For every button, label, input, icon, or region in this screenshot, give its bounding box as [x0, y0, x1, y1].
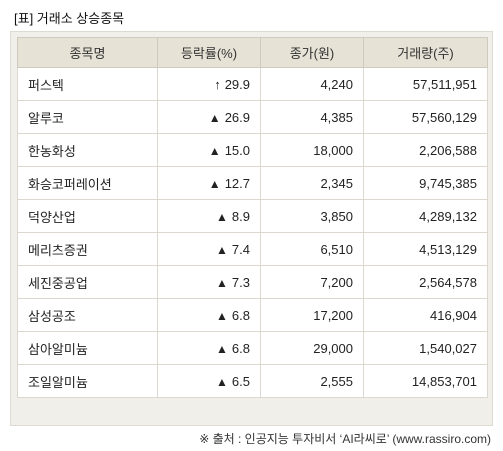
- table-row: 메리츠증권 ▲ 7.4 6,510 4,513,129: [17, 232, 488, 266]
- close-price: 29,000: [260, 331, 364, 365]
- close-price: 7,200: [260, 265, 364, 299]
- source-note: ※ 출처 : 인공지능 투자비서 ‘AI라씨로’ (www.rassiro.co…: [199, 432, 491, 446]
- change-rate-value: 6.8: [231, 307, 250, 323]
- column-header-change: 등락률(%): [157, 37, 261, 68]
- change-rate-cell: ▲ 6.8: [157, 298, 261, 332]
- table-body: 퍼스텍 ↑ 29.9 4,240 57,511,951 알루코 ▲ 26.9 4,385 57,5…: [17, 67, 488, 398]
- column-header-volume: 거래량(주): [363, 37, 488, 68]
- table-row: 퍼스텍 ↑ 29.9 4,240 57,511,951: [17, 67, 488, 101]
- stock-name: 메리츠증권: [17, 232, 158, 266]
- trade-volume: 57,511,951: [363, 67, 488, 101]
- change-rate-value: 7.4: [231, 241, 250, 257]
- up-triangle-icon: ▲: [216, 275, 228, 290]
- close-price: 4,240: [260, 67, 364, 101]
- up-triangle-icon: ▲: [216, 374, 228, 389]
- stock-name: 조일알미늄: [17, 364, 158, 398]
- upper-limit-arrow-icon: ↑: [214, 76, 221, 92]
- change-rate-value: 26.9: [224, 109, 250, 125]
- rising-stocks-table: 종목명 등락률(%) 종가(원) 거래량(주) 퍼스텍 ↑ 29.9 4,240 57,…: [17, 37, 488, 398]
- stock-name: 덕양산업: [17, 199, 158, 233]
- stock-name: 알루코: [17, 100, 158, 134]
- trade-volume: 416,904: [363, 298, 488, 332]
- up-triangle-icon: ▲: [208, 176, 221, 191]
- trade-volume: 9,745,385: [363, 166, 488, 200]
- table-title: [표] 거래소 상승종목: [14, 11, 125, 26]
- column-header-name: 종목명: [17, 37, 158, 68]
- close-price: 6,510: [260, 232, 364, 266]
- up-triangle-icon: ▲: [216, 308, 228, 323]
- change-rate-value: 7.3: [231, 274, 250, 290]
- change-rate-cell: ▲ 12.7: [157, 166, 261, 200]
- change-rate-cell: ▲ 8.9: [157, 199, 261, 233]
- trade-volume: 14,853,701: [363, 364, 488, 398]
- change-rate-value: 6.8: [231, 340, 250, 356]
- change-rate-value: 12.7: [224, 175, 250, 191]
- change-rate-value: 29.9: [224, 76, 250, 92]
- change-rate-value: 15.0: [224, 142, 250, 158]
- close-price: 2,345: [260, 166, 364, 200]
- up-triangle-icon: ▲: [208, 110, 221, 125]
- trade-volume: 2,564,578: [363, 265, 488, 299]
- close-price: 2,555: [260, 364, 364, 398]
- change-rate-value: 8.9: [231, 208, 250, 224]
- change-rate-cell: ▲ 7.4: [157, 232, 261, 266]
- change-rate-cell: ▲ 15.0: [157, 133, 261, 167]
- table-row: 한농화성 ▲ 15.0 18,000 2,206,588: [17, 133, 488, 167]
- table-row: 세진중공업 ▲ 7.3 7,200 2,564,578: [17, 265, 488, 299]
- close-price: 18,000: [260, 133, 364, 167]
- table-row: 삼아알미늄 ▲ 6.8 29,000 1,540,027: [17, 331, 488, 365]
- trade-volume: 2,206,588: [363, 133, 488, 167]
- change-rate-cell: ▲ 6.8: [157, 331, 261, 365]
- table-row: 삼성공조 ▲ 6.8 17,200 416,904: [17, 298, 488, 332]
- change-rate-cell: ↑ 29.9: [157, 67, 261, 101]
- trade-volume: 57,560,129: [363, 100, 488, 134]
- change-rate-cell: ▲ 6.5: [157, 364, 261, 398]
- up-triangle-icon: ▲: [216, 209, 228, 224]
- change-rate-cell: ▲ 7.3: [157, 265, 261, 299]
- stock-name: 삼아알미늄: [17, 331, 158, 365]
- change-rate-value: 6.5: [231, 373, 250, 389]
- trade-volume: 4,513,129: [363, 232, 488, 266]
- up-triangle-icon: ▲: [208, 143, 221, 158]
- table-row: 화승코퍼레이션 ▲ 12.7 2,345 9,745,385: [17, 166, 488, 200]
- stock-name: 세진중공업: [17, 265, 158, 299]
- close-price: 17,200: [260, 298, 364, 332]
- close-price: 4,385: [260, 100, 364, 134]
- stock-name: 한농화성: [17, 133, 158, 167]
- table-row: 덕양산업 ▲ 8.9 3,850 4,289,132: [17, 199, 488, 233]
- table-row: 알루코 ▲ 26.9 4,385 57,560,129: [17, 100, 488, 134]
- table-header-row: 종목명 등락률(%) 종가(원) 거래량(주): [17, 37, 488, 68]
- column-header-close: 종가(원): [260, 37, 364, 68]
- up-triangle-icon: ▲: [216, 242, 228, 257]
- table-row: 조일알미늄 ▲ 6.5 2,555 14,853,701: [17, 364, 488, 398]
- stock-name: 화승코퍼레이션: [17, 166, 158, 200]
- stock-name: 퍼스텍: [17, 67, 158, 101]
- trade-volume: 4,289,132: [363, 199, 488, 233]
- stock-name: 삼성공조: [17, 298, 158, 332]
- change-rate-cell: ▲ 26.9: [157, 100, 261, 134]
- trade-volume: 1,540,027: [363, 331, 488, 365]
- close-price: 3,850: [260, 199, 364, 233]
- up-triangle-icon: ▲: [216, 341, 228, 356]
